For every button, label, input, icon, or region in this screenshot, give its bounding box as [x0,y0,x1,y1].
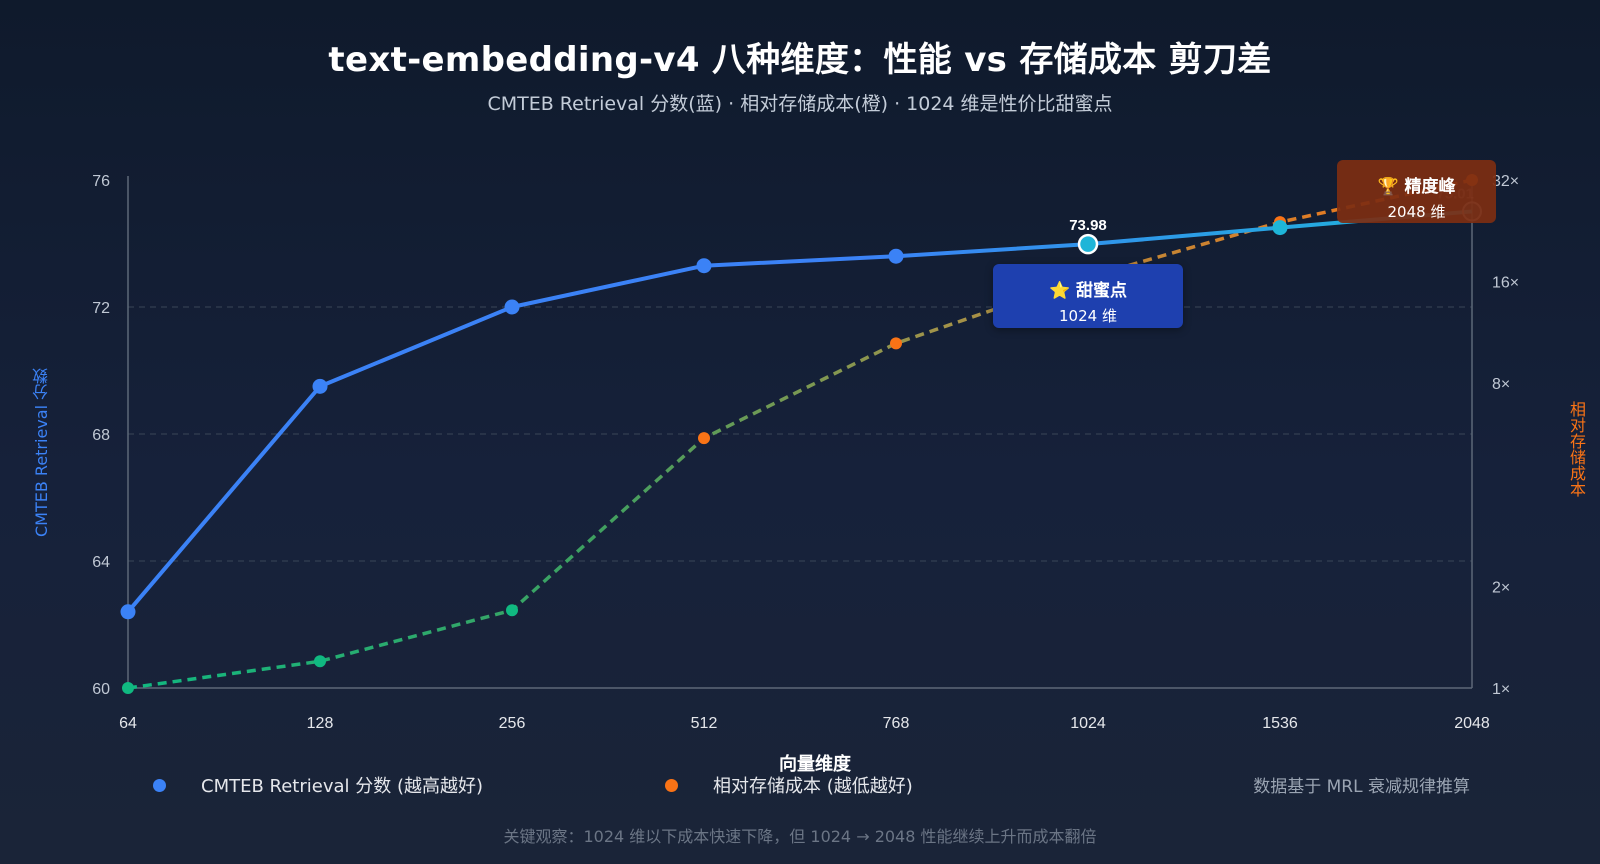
accuracy-peak-title: 🏆 精度峰 [1377,177,1456,197]
cost-point [890,337,902,350]
sweet-spot-title: ⭐ 甜蜜点 [1048,281,1128,301]
legend-item-cost[interactable]: 相对存储成本 (越低越好) [665,772,913,798]
x-axis-label: 向量维度 [779,754,851,775]
data-label: 73.98 [1069,217,1107,234]
cost-point [698,432,710,445]
chart-title: text-embedding-v4 八种维度：性能 vs 存储成本 剪刀差 [328,40,1272,80]
chart-subtitle: CMTEB Retrieval 分数(蓝) · 相对存储成本(橙) · 1024… [487,93,1113,115]
accuracy-peak-sub: 2048 维 [1387,203,1446,221]
cost-point [314,655,326,668]
score-point [504,299,520,315]
score-point [120,604,136,620]
y-left-tick-label: 68 [92,427,110,444]
footnote: 关键观察：1024 维以下成本快速下降，但 1024 → 2048 性能继续上升… [503,827,1097,846]
x-tick-label: 1536 [1262,715,1298,732]
y-axis-right-label: 相对存储成本 [1567,401,1586,497]
x-tick-label: 768 [883,715,910,732]
x-tick-label: 512 [691,715,718,732]
legend-score-dot-icon [153,778,166,792]
y-right-tick-label: 16× [1492,275,1519,292]
x-tick-label: 2048 [1454,715,1490,732]
x-tick-label: 128 [307,715,334,732]
x-tick-label: 64 [119,715,137,732]
legend-cost-label: 相对存储成本 (越低越好) [713,776,913,797]
y-left-tick-label: 60 [92,681,110,698]
legend-score-label: CMTEB Retrieval 分数 (越高越好) [201,776,484,797]
sweet-spot-callout: ⭐ 甜蜜点 1024 维 [993,264,1183,328]
cost-point [506,604,518,617]
score-point-highlight [1077,233,1099,255]
legend-data-note: 数据基于 MRL 衰减规律推算 [1253,777,1470,797]
x-tick-label: 1024 [1070,715,1106,732]
legend-cost-dot-icon [665,778,678,792]
score-point [312,378,328,394]
score-series [120,201,1482,620]
score-point [696,258,712,274]
y-right-tick-label: 2× [1492,579,1510,596]
y-right-tick-label: 1× [1492,681,1510,698]
grid-layer [128,306,1472,562]
score-point [1272,220,1288,236]
legend-item-score[interactable]: CMTEB Retrieval 分数 (越高越好) [153,772,483,798]
y-right-tick-label: 8× [1492,376,1510,393]
y-left-tick-label: 76 [92,173,110,190]
y-left-tick-label: 72 [92,300,110,317]
y-axis-left-label: CMTEB Retrieval 分数 [32,367,51,537]
y-right-tick-label: 32× [1492,173,1519,190]
cost-point [122,682,134,694]
y-left-tick-label: 64 [92,554,110,571]
sweet-spot-sub: 1024 维 [1059,307,1117,325]
axis-layer: 60 64 68 72 76 1× 2× 8× 16× 32× 64 128 256 512 768 1024… [92,173,1519,732]
score-point [888,248,904,264]
score-line [126,209,1473,614]
accuracy-peak-callout: 🏆 精度峰 2048 维 [1337,160,1496,223]
x-tick-label: 256 [499,715,526,732]
